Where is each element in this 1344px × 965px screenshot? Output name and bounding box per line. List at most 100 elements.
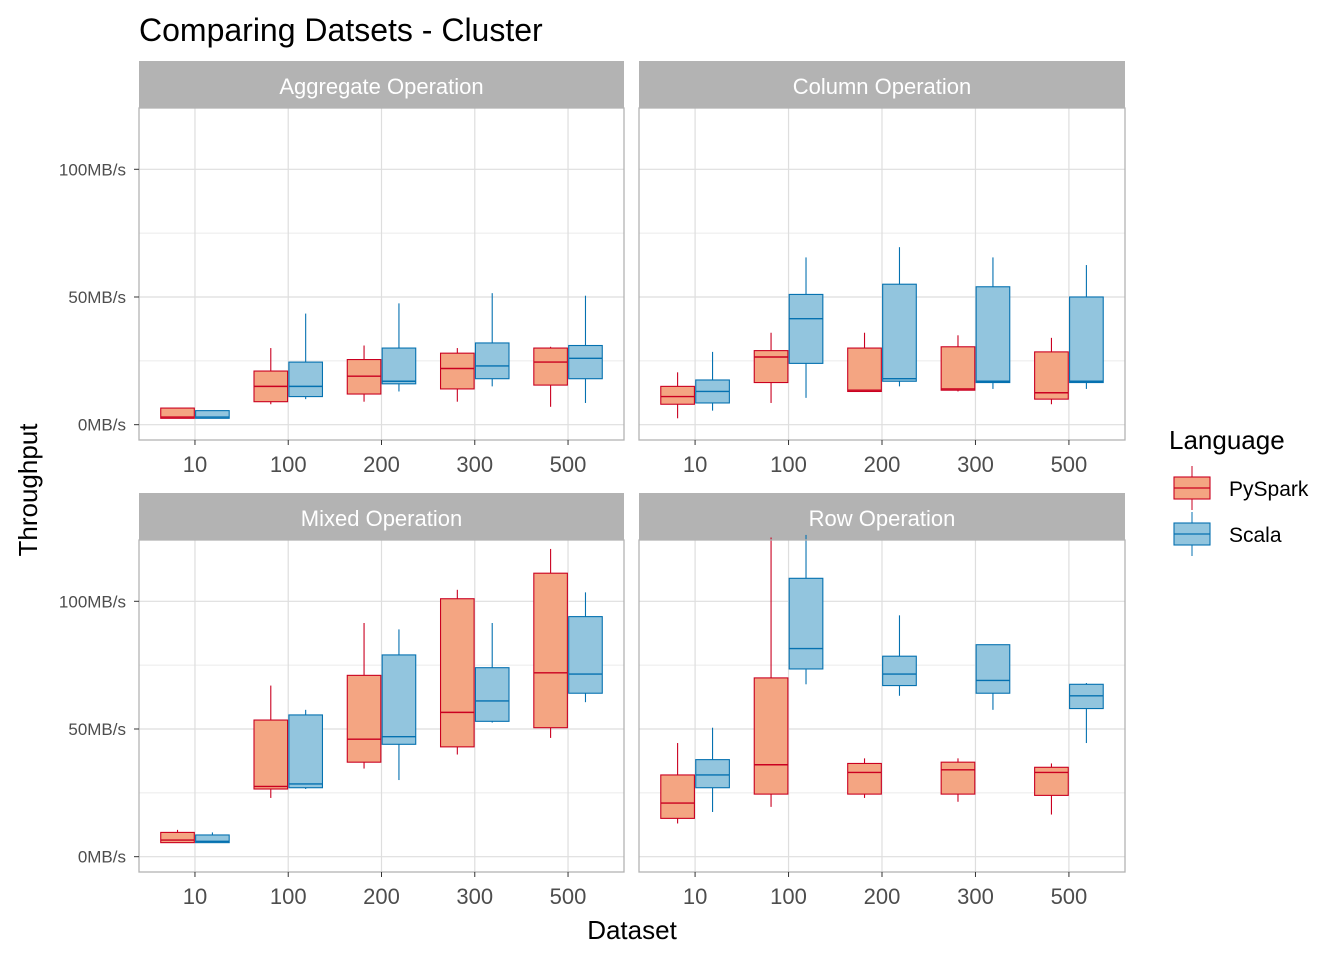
box-body (1069, 296, 1104, 384)
x-tick-label: 300 (957, 884, 994, 909)
panel-4: Row Operation 10 100 200 300 500 (638, 493, 1126, 909)
box-scala-100 (788, 534, 824, 685)
box-body (439, 352, 475, 390)
legend: Language PySpark Scala (1169, 425, 1309, 556)
box-scala-300 (474, 293, 510, 387)
panel-strip-label: Aggregate Operation (279, 74, 483, 99)
box-pyspark-100 (253, 348, 289, 405)
box-body (975, 286, 1011, 384)
box-scala-10 (195, 832, 230, 844)
box-body (975, 644, 1011, 694)
x-tick-label: 200 (864, 884, 901, 909)
x-tick-label: 500 (1051, 452, 1088, 477)
box-body (847, 347, 882, 393)
panel-strip (139, 493, 624, 540)
x-tick-label: 500 (550, 884, 587, 909)
box-body (882, 655, 917, 687)
box-body (381, 654, 417, 745)
box-scala-100 (288, 313, 324, 400)
box-pyspark-500 (1034, 763, 1069, 815)
box-body (847, 762, 882, 795)
box-scala-500 (1069, 265, 1104, 389)
x-tick-label: 500 (1051, 884, 1088, 909)
chart-title: Comparing Datsets - Cluster (139, 12, 543, 48)
y-tick-label: 50MB/s (68, 288, 126, 307)
panel-strip (639, 493, 1125, 540)
box-pyspark-300 (940, 758, 976, 802)
box-body (160, 407, 195, 419)
x-tick-label: 300 (456, 884, 493, 909)
box-body (533, 572, 568, 729)
panel-strip (139, 61, 624, 108)
box-body (568, 616, 603, 694)
box-scala-10 (695, 727, 730, 812)
box-pyspark-100 (753, 537, 789, 807)
x-tick-label: 200 (363, 884, 400, 909)
panel-2: Column Operation 10 100 200 300 500 (638, 61, 1126, 477)
x-tick-label: 10 (683, 884, 707, 909)
box-pyspark-300 (439, 589, 475, 755)
box-body (346, 674, 382, 763)
panel-3: Mixed Operation 0MB/s 50MB/s 100MB/s 10 100 20… (59, 493, 625, 909)
box-scala-100 (288, 709, 324, 789)
box-scala-300 (474, 623, 510, 723)
box-pyspark-200 (346, 345, 382, 402)
x-tick-label: 300 (957, 452, 994, 477)
legend-label: Scala (1229, 524, 1282, 547)
box-scala-200 (381, 303, 417, 392)
box-body (439, 598, 475, 748)
box-body (381, 347, 417, 385)
y-tick-label: 0MB/s (78, 416, 126, 435)
x-axis-title: Dataset (587, 915, 677, 945)
panel-strip (639, 61, 1125, 108)
x-tick-label: 100 (270, 452, 307, 477)
box-pyspark-300 (439, 348, 475, 402)
box-pyspark-100 (753, 332, 789, 403)
x-tick-label: 200 (864, 452, 901, 477)
x-tick-label: 10 (183, 452, 207, 477)
x-tick-label: 500 (550, 452, 587, 477)
y-tick-label: 50MB/s (68, 720, 126, 739)
box-scala-300 (975, 257, 1011, 389)
box-body (940, 346, 976, 391)
x-tick-label: 10 (683, 452, 707, 477)
x-tick-label: 300 (456, 452, 493, 477)
box-body (882, 283, 917, 382)
box-scala-200 (882, 615, 917, 696)
box-body (474, 342, 510, 380)
box-pyspark-200 (847, 758, 882, 798)
box-body (160, 831, 195, 844)
box-pyspark-10 (660, 743, 695, 824)
y-tick-label: 0MB/s (78, 848, 126, 867)
box-pyspark-300 (940, 335, 976, 392)
legend-entry-scala: Scala (1173, 512, 1282, 556)
box-body (1034, 351, 1069, 400)
box-scala-500 (1069, 683, 1104, 744)
box-body (288, 714, 324, 789)
box-body (474, 667, 510, 722)
box-pyspark-500 (533, 548, 568, 738)
box-scala-500 (568, 295, 603, 403)
box-pyspark-100 (253, 685, 289, 798)
x-tick-label: 200 (363, 452, 400, 477)
box-pyspark-500 (533, 346, 568, 407)
panel-strip-label: Mixed Operation (301, 506, 462, 531)
y-tick-label: 100MB/s (59, 160, 126, 179)
box-body (1034, 766, 1069, 796)
box-scala-500 (568, 592, 603, 703)
x-tick-label: 100 (270, 884, 307, 909)
panel-strip-label: Column Operation (793, 74, 972, 99)
box-body (195, 834, 230, 844)
box-pyspark-200 (346, 623, 382, 769)
x-tick-label: 100 (770, 452, 807, 477)
panel-strip-label: Row Operation (809, 506, 956, 531)
box-body (533, 347, 568, 386)
box-body (940, 761, 976, 795)
box-scala-300 (975, 644, 1011, 710)
box-body (288, 361, 324, 398)
box-scala-10 (695, 351, 730, 411)
y-tick-label: 100MB/s (59, 592, 126, 611)
